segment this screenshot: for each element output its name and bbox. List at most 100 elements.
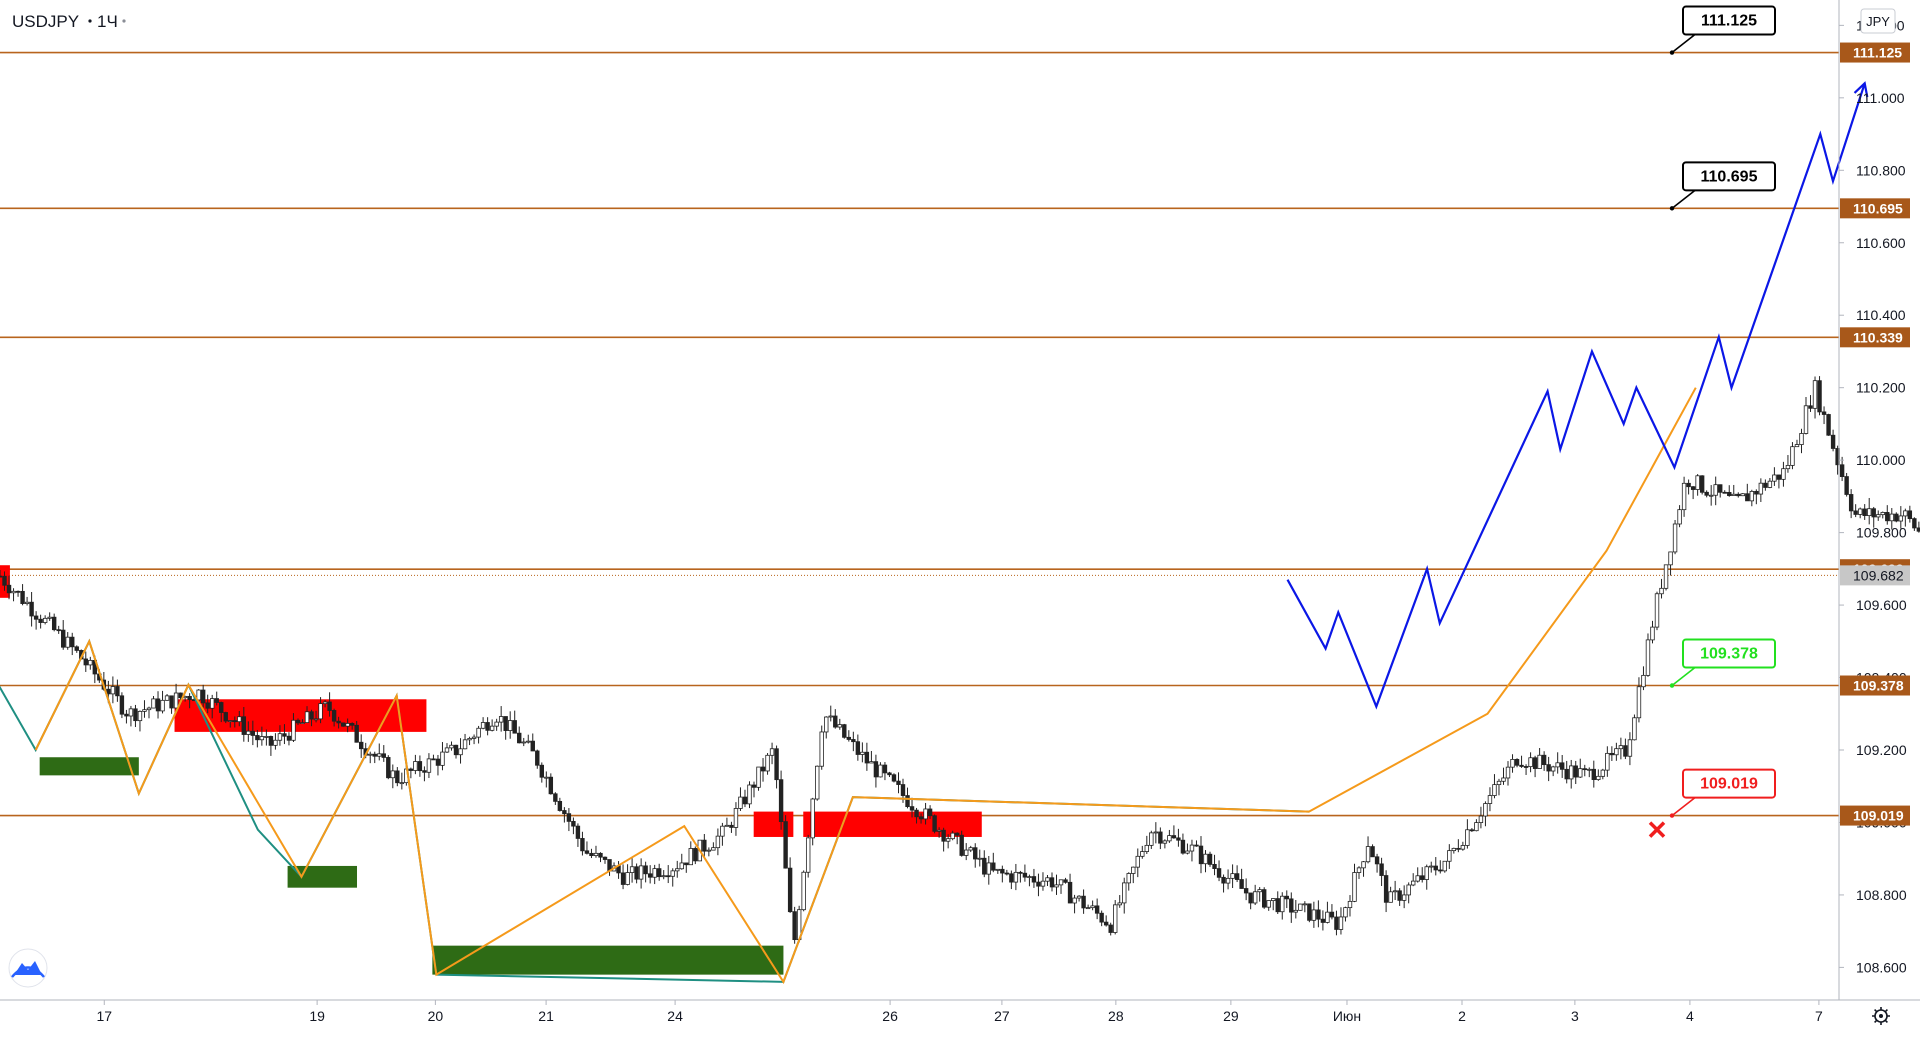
- candle-body[interactable]: [1009, 873, 1014, 883]
- candle-body[interactable]: [1189, 844, 1195, 852]
- candle-body[interactable]: [1153, 831, 1159, 834]
- candle-body[interactable]: [544, 776, 549, 779]
- candle-body[interactable]: [1194, 844, 1199, 847]
- candle-body[interactable]: [1325, 911, 1330, 923]
- candle-body[interactable]: [1298, 903, 1303, 911]
- candle-body[interactable]: [1704, 491, 1709, 496]
- candle-body[interactable]: [273, 739, 278, 746]
- candle-body[interactable]: [1510, 759, 1515, 768]
- candle-body[interactable]: [1316, 909, 1321, 920]
- candle-body[interactable]: [1103, 921, 1109, 926]
- candle-body[interactable]: [1356, 867, 1362, 873]
- candle-body[interactable]: [1609, 752, 1615, 756]
- candle-body[interactable]: [399, 782, 405, 785]
- candle-body[interactable]: [932, 815, 937, 832]
- level-price-badge[interactable]: [1840, 805, 1910, 826]
- candle-body[interactable]: [1677, 509, 1682, 525]
- candle-body[interactable]: [918, 816, 924, 820]
- candle-body[interactable]: [1537, 754, 1542, 769]
- candle-body[interactable]: [1167, 835, 1172, 842]
- candle-body[interactable]: [1221, 876, 1226, 884]
- candle-body[interactable]: [1131, 866, 1136, 874]
- candle-body[interactable]: [1289, 898, 1294, 913]
- candle-body[interactable]: [219, 702, 224, 713]
- callout-anchor-dot[interactable]: [1669, 683, 1675, 688]
- candle-body[interactable]: [1063, 879, 1068, 883]
- candle-body[interactable]: [769, 748, 775, 756]
- candle-body[interactable]: [1406, 884, 1411, 896]
- candle-body[interactable]: [1126, 873, 1131, 884]
- candle-body[interactable]: [169, 695, 174, 709]
- candle-body[interactable]: [598, 852, 603, 858]
- candle-body[interactable]: [656, 868, 662, 878]
- candle-body[interactable]: [724, 824, 730, 827]
- candle-body[interactable]: [950, 832, 955, 840]
- candle-body[interactable]: [715, 835, 721, 849]
- candle-body[interactable]: [223, 712, 228, 722]
- candle-body[interactable]: [119, 695, 125, 715]
- candle-body[interactable]: [462, 739, 468, 750]
- candle-body[interactable]: [760, 766, 766, 772]
- candle-body[interactable]: [458, 748, 463, 756]
- candle-body[interactable]: [1207, 853, 1213, 865]
- candle-body[interactable]: [1320, 918, 1326, 923]
- candle-body[interactable]: [1894, 513, 1899, 522]
- candle-body[interactable]: [1483, 803, 1488, 817]
- candle-body[interactable]: [381, 753, 386, 758]
- candle-body[interactable]: [1627, 739, 1633, 757]
- candle-body[interactable]: [1388, 891, 1393, 903]
- candle-body[interactable]: [936, 829, 942, 832]
- candle-body[interactable]: [864, 751, 870, 764]
- candle-body[interactable]: [33, 615, 39, 620]
- candle-body[interactable]: [1149, 832, 1154, 846]
- candle-body[interactable]: [1618, 745, 1624, 750]
- candle-body[interactable]: [1690, 486, 1696, 490]
- candle-body[interactable]: [602, 856, 608, 860]
- candle-body[interactable]: [286, 735, 292, 741]
- current-price-badge[interactable]: [1840, 565, 1910, 586]
- candle-body[interactable]: [196, 689, 201, 701]
- callout-anchor-dot[interactable]: [1669, 50, 1675, 55]
- candle-body[interactable]: [1013, 871, 1019, 883]
- zigzag-up-line[interactable]: [34, 387, 1697, 985]
- candle-body[interactable]: [1623, 745, 1628, 757]
- candle-body[interactable]: [742, 796, 748, 805]
- candle-body[interactable]: [1429, 865, 1434, 868]
- candle-body[interactable]: [1736, 493, 1741, 497]
- candle-body[interactable]: [1090, 905, 1095, 909]
- candle-body[interactable]: [566, 813, 572, 822]
- candle-body[interactable]: [684, 862, 689, 866]
- candle-body[interactable]: [1162, 840, 1168, 844]
- candle-body[interactable]: [1573, 765, 1578, 778]
- candle-body[interactable]: [1144, 844, 1150, 852]
- candle-body[interactable]: [146, 707, 152, 711]
- candle-body[interactable]: [1280, 895, 1285, 913]
- candle-body[interactable]: [282, 733, 287, 737]
- candle-body[interactable]: [15, 590, 21, 593]
- candle-body[interactable]: [733, 808, 739, 828]
- candle-body[interactable]: [1907, 510, 1913, 520]
- candle-body[interactable]: [801, 871, 806, 911]
- candle-body[interactable]: [1311, 909, 1317, 921]
- candle-body[interactable]: [1203, 853, 1208, 865]
- candle-body[interactable]: [833, 715, 838, 728]
- candle-body[interactable]: [977, 857, 982, 860]
- candle-body[interactable]: [1352, 872, 1357, 902]
- candle-body[interactable]: [1912, 518, 1917, 529]
- candle-body[interactable]: [304, 711, 310, 723]
- candle-body[interactable]: [968, 847, 973, 851]
- candle-body[interactable]: [1821, 411, 1827, 415]
- candle-body[interactable]: [1781, 468, 1786, 480]
- candle-body[interactable]: [670, 870, 675, 877]
- candle-body[interactable]: [1397, 890, 1402, 901]
- candle-body[interactable]: [828, 715, 833, 718]
- candle-body[interactable]: [1252, 891, 1258, 904]
- candle-body[interactable]: [517, 732, 522, 744]
- candle-body[interactable]: [340, 722, 346, 727]
- candle-body[interactable]: [1641, 674, 1646, 688]
- candle-body[interactable]: [277, 733, 283, 741]
- candle-body[interactable]: [1094, 905, 1100, 914]
- candle-body[interactable]: [557, 800, 563, 811]
- candle-body[interactable]: [11, 590, 16, 594]
- candle-body[interactable]: [210, 698, 215, 709]
